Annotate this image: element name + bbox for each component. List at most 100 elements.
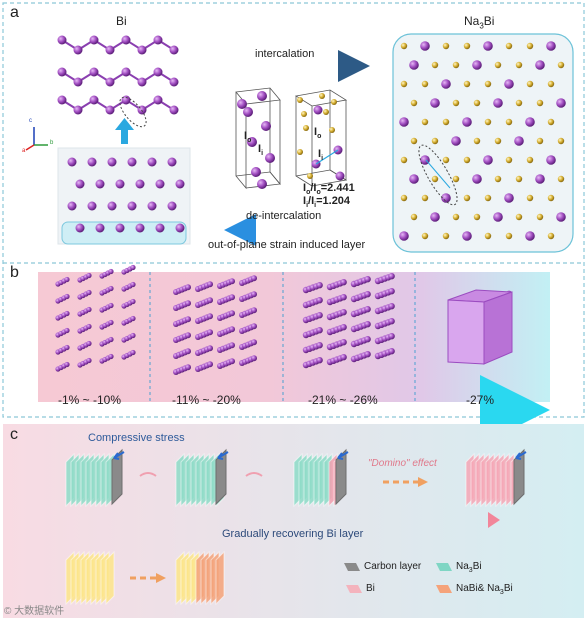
na-atom [526, 194, 534, 202]
na-atom [505, 156, 513, 164]
na-atom [400, 80, 408, 88]
bi-atom [137, 45, 147, 55]
bi-atom [399, 117, 409, 127]
na-atom [557, 175, 565, 183]
axes-icon [25, 127, 48, 151]
ratio-ii: Ii/Ii=1.204 [303, 195, 351, 210]
bi-atom [147, 201, 157, 211]
na-atom [307, 173, 313, 179]
bi-atom [462, 117, 472, 127]
bi-atom [121, 35, 131, 45]
bi-atom [207, 281, 213, 288]
ii-label: Ii [258, 143, 264, 158]
bi-atom [185, 364, 191, 371]
na-atom [484, 118, 492, 126]
strain-caption: out-of-plane strain induced layer [208, 239, 366, 251]
bi-atom [316, 312, 323, 319]
domino-label: "Domino" effect [368, 458, 437, 469]
up-arrow [121, 128, 128, 144]
deintercalation-label: de-intercalation [246, 210, 322, 222]
legend-swatch-carbon [344, 563, 360, 571]
bi-atom [127, 157, 137, 167]
strain-label-1: -1% ~ -10% [58, 393, 122, 407]
na-atom [452, 213, 460, 221]
bi-atom [167, 201, 177, 211]
na-atom [557, 61, 565, 69]
bi-atom [237, 99, 247, 109]
bi-atom [153, 95, 163, 105]
bi-atom [127, 201, 137, 211]
bi-atom [185, 348, 191, 355]
bi-atom [229, 326, 235, 333]
bi-atom [64, 310, 70, 317]
bi-atom [316, 357, 323, 364]
bi-projection [67, 157, 185, 233]
na-atom [331, 99, 337, 105]
bi-atom [73, 105, 83, 115]
bi-atom [493, 212, 503, 222]
na-atom [431, 61, 439, 69]
na-atom [442, 232, 450, 240]
intercalation-label: intercalation [255, 48, 315, 60]
bi-atom [95, 179, 105, 189]
bi-atom [185, 332, 191, 339]
na-atom [323, 109, 329, 115]
bi-atom [472, 60, 482, 70]
bi-atom [167, 157, 177, 167]
na-atom [410, 99, 418, 107]
bi-atom [340, 309, 347, 316]
panel-ab-frame [2, 2, 585, 418]
legend-na3bi-label: Na3Bi [456, 561, 482, 574]
bi-atom [130, 315, 136, 322]
bi-bulk-structure [57, 35, 179, 115]
bi-atom [89, 35, 99, 45]
bi-atom [169, 45, 179, 55]
bi-atom [135, 179, 145, 189]
bi-atom [229, 310, 235, 317]
bi-atom [430, 212, 440, 222]
bi-atom [121, 67, 131, 77]
bi-atom [130, 349, 136, 356]
axis-b: b [50, 140, 54, 146]
bi-atom [108, 302, 114, 309]
na3bi-structure [399, 41, 566, 241]
bi-atom [108, 319, 114, 326]
bi-atom [87, 201, 97, 211]
na-atom [547, 194, 555, 202]
bi-atom [388, 303, 395, 310]
na-atom [463, 194, 471, 202]
bi-atom [153, 67, 163, 77]
bi-atom [175, 179, 185, 189]
bi-atom [75, 223, 85, 233]
bi-atom [525, 231, 535, 241]
legend-nabi-label: NaBi& Na3Bi [456, 583, 513, 596]
na-atom [526, 80, 534, 88]
bi-atom [472, 174, 482, 184]
strain-label-2: -11% ~ -20% [172, 393, 241, 407]
bi-atom [388, 348, 395, 355]
bi-atom [420, 41, 430, 51]
bi-atom [153, 35, 163, 45]
bi-atom [107, 201, 117, 211]
na-atom [421, 80, 429, 88]
panel-c-label: c [10, 426, 18, 443]
bi-atom [441, 79, 451, 89]
bi-atom [340, 294, 347, 301]
na-atom [421, 194, 429, 202]
na-atom [297, 97, 303, 103]
bi-atom [169, 77, 179, 87]
bi-atom [64, 293, 70, 300]
bi-atom [130, 332, 136, 339]
na-atom [547, 80, 555, 88]
bi-atom [135, 223, 145, 233]
bi-atom [261, 121, 271, 131]
bi-atom [257, 179, 267, 189]
bi-atom [86, 323, 92, 330]
bi-atom [64, 327, 70, 334]
bi-atom [185, 300, 191, 307]
bi-atom [130, 298, 136, 305]
bi-atom [251, 307, 257, 314]
bi-atom [251, 291, 257, 298]
bi-atom [207, 313, 213, 320]
